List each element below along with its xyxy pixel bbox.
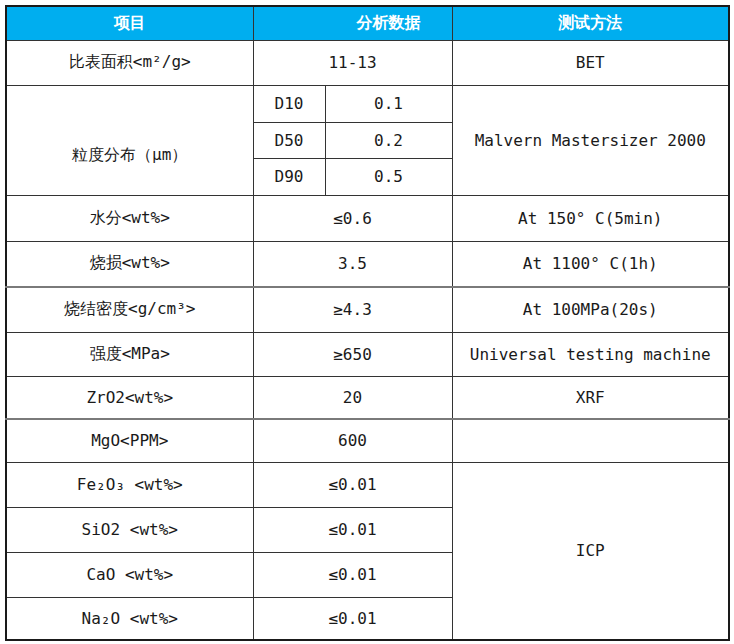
table-row: 比表面积<m²/g> 11-13 BET [6,40,729,85]
table-row: Fe₂O₃ <wt%> ≤0.01 ICP [6,462,729,507]
cao-label: CaO <wt%> [6,552,253,597]
ignition-loss-method: At 1100° C(1h) [452,241,729,287]
moisture-label: 水分<wt%> [6,195,253,241]
strength-label: 强度<MPa> [6,332,253,376]
header-test-method: 测试方法 [452,6,729,40]
fe2o3-label: Fe₂O₃ <wt%> [6,462,253,507]
mgo-label: MgO<PPM> [6,419,253,462]
na2o-value: ≤0.01 [253,597,452,640]
particle-size-d10-key: D10 [253,85,325,122]
table-row: 烧损<wt%> 3.5 At 1100° C(1h) [6,241,729,287]
strength-value: ≥650 [253,332,452,376]
zro2-label: ZrO2<wt%> [6,376,253,419]
table-row: 粒度分布（μm） D10 0.1 Malvern Mastersizer 200… [6,85,729,122]
sio2-value: ≤0.01 [253,507,452,552]
moisture-method: At 150° C(5min) [452,195,729,241]
cao-value: ≤0.01 [253,552,452,597]
header-row: 项目 分析数据 测试方法 [6,6,729,40]
table-row: MgO<PPM> 600 [6,419,729,462]
particle-size-method: Malvern Mastersizer 2000 [452,85,729,195]
particle-size-d10-value: 0.1 [325,85,452,122]
header-item: 项目 [6,6,253,40]
ignition-loss-value: 3.5 [253,241,452,287]
surface-area-value: 11-13 [253,40,452,85]
table-row: 强度<MPa> ≥650 Universal testing machine [6,332,729,376]
header-analysis-data: 分析数据 [253,6,452,40]
fe2o3-value: ≤0.01 [253,462,452,507]
sintered-density-method: At 100MPa(20s) [452,287,729,332]
table-row: 水分<wt%> ≤0.6 At 150° C(5min) [6,195,729,241]
sio2-label: SiO2 <wt%> [6,507,253,552]
particle-size-d90-key: D90 [253,158,325,195]
surface-area-label: 比表面积<m²/g> [6,40,253,85]
material-spec-table: 项目 分析数据 测试方法 比表面积<m²/g> 11-13 BET 粒度分布（μ… [5,5,730,641]
particle-size-label: 粒度分布（μm） [6,85,253,195]
table-row: ZrO2<wt%> 20 XRF [6,376,729,419]
icp-method: ICP [452,462,729,640]
strength-method: Universal testing machine [452,332,729,376]
surface-area-method: BET [452,40,729,85]
moisture-value: ≤0.6 [253,195,452,241]
particle-size-d50-key: D50 [253,122,325,158]
zro2-value: 20 [253,376,452,419]
sintered-density-value: ≥4.3 [253,287,452,332]
zro2-method: XRF [452,376,729,419]
particle-size-d90-value: 0.5 [325,158,452,195]
ignition-loss-label: 烧损<wt%> [6,241,253,287]
na2o-label: Na₂O <wt%> [6,597,253,640]
particle-size-d50-value: 0.2 [325,122,452,158]
mgo-value: 600 [253,419,452,462]
mgo-method [452,419,729,462]
table-row: 烧结密度<g/cm³> ≥4.3 At 100MPa(20s) [6,287,729,332]
sintered-density-label: 烧结密度<g/cm³> [6,287,253,332]
